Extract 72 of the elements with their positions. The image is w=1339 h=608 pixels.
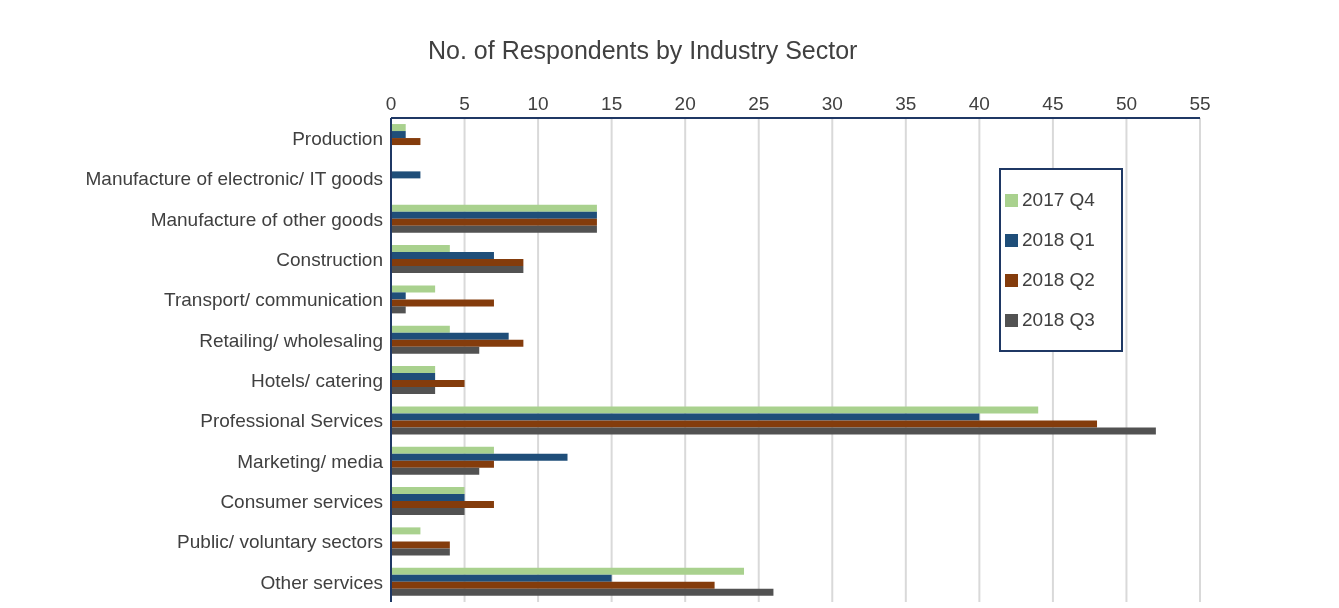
- bar: [391, 446, 494, 454]
- y-tick-label: Manufacture of other goods: [150, 208, 383, 230]
- y-tick-label: Construction: [276, 248, 383, 270]
- y-tick-label: Hotels/ catering: [250, 369, 383, 391]
- x-tick-label: 30: [821, 93, 843, 114]
- x-tick-label: 15: [601, 93, 623, 114]
- bar: [391, 453, 568, 461]
- bar: [391, 366, 436, 374]
- legend-label: 2018 Q2: [1022, 269, 1095, 290]
- bar: [391, 325, 450, 333]
- bar: [391, 541, 450, 549]
- legend-label: 2018 Q1: [1022, 229, 1095, 250]
- bar: [391, 211, 597, 219]
- bar: [391, 299, 494, 307]
- bar: [391, 527, 421, 535]
- y-tick-label: Retailing/ wholesaling: [199, 329, 383, 351]
- bar: [391, 373, 436, 381]
- bar: [391, 292, 406, 300]
- bar: [391, 171, 421, 179]
- y-tick-label: Consumer services: [220, 490, 383, 512]
- bar: [391, 380, 465, 388]
- bar: [391, 252, 494, 260]
- bar: [391, 581, 715, 589]
- bar: [391, 131, 406, 139]
- x-tick-label: 40: [968, 93, 990, 114]
- y-tick-label: Public/ voluntary sectors: [177, 531, 383, 553]
- y-tick-label: Transport/ communication: [164, 289, 383, 311]
- y-tick-label: Production: [292, 127, 383, 149]
- bar: [391, 487, 465, 495]
- x-tick-label: 20: [674, 93, 696, 114]
- bar: [391, 588, 774, 596]
- legend-label: 2018 Q3: [1022, 309, 1095, 330]
- bar: [391, 266, 524, 274]
- bar: [391, 339, 524, 347]
- y-tick-label: Marketing/ media: [237, 450, 384, 472]
- bar: [391, 285, 436, 293]
- bar: [391, 225, 597, 233]
- bar: [391, 501, 494, 509]
- x-tick-label: 55: [1189, 93, 1211, 114]
- x-tick-label: 10: [527, 93, 549, 114]
- bar: [391, 124, 406, 132]
- bar: [391, 332, 509, 340]
- bar: [391, 259, 524, 267]
- x-tick-label: 5: [459, 93, 470, 114]
- bar: [391, 245, 450, 253]
- bar: [391, 218, 597, 226]
- y-tick-label: Other services: [260, 571, 383, 593]
- y-tick-label: Manufacture of electronic/ IT goods: [85, 168, 383, 190]
- x-tick-label: 0: [385, 93, 397, 114]
- bar: [391, 387, 436, 395]
- bar: [391, 574, 612, 582]
- bar: [391, 306, 406, 314]
- x-tick-label: 25: [748, 93, 770, 114]
- x-tick-label: 45: [1042, 93, 1064, 114]
- bar: [391, 427, 1156, 435]
- bar: [391, 204, 597, 212]
- bar: [391, 460, 494, 468]
- chart-title: No. of Respondents by Industry Sector: [428, 36, 858, 65]
- bar: [391, 413, 980, 421]
- bar: [391, 548, 450, 556]
- bar: [391, 508, 465, 516]
- bar: [391, 138, 421, 146]
- bar: [391, 494, 465, 502]
- x-tick-label: 50: [1115, 93, 1138, 114]
- bar: [391, 467, 480, 475]
- bar: [391, 406, 1039, 414]
- bar: [391, 420, 1098, 428]
- y-tick-label: Professional Services: [200, 410, 383, 432]
- x-tick-label: 35: [895, 93, 917, 114]
- bar: [391, 567, 745, 575]
- legend-label: 2017 Q4: [1022, 189, 1095, 210]
- bar: [391, 346, 480, 354]
